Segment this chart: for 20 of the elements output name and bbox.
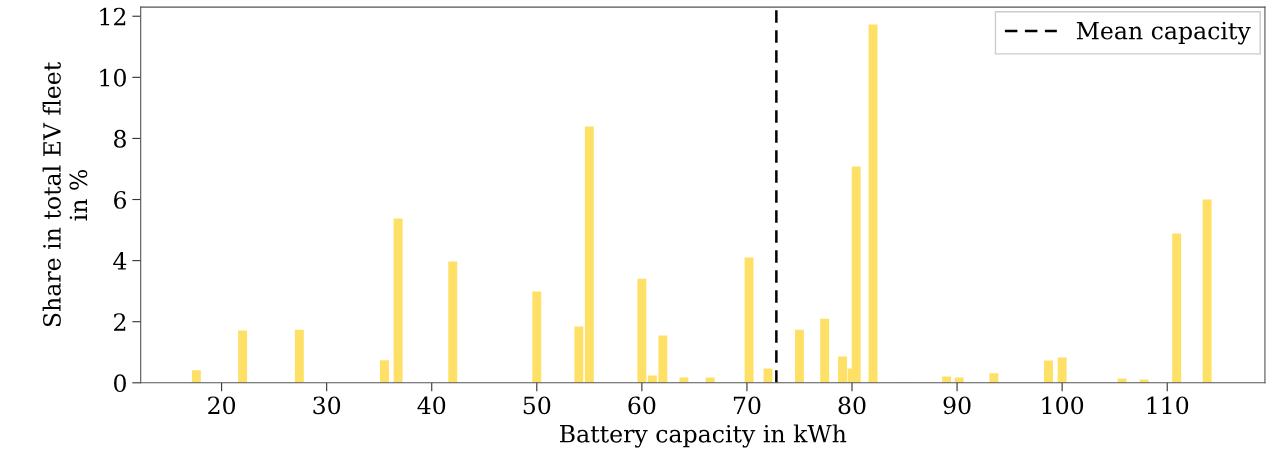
x-tick-label: 20	[208, 396, 236, 415]
x-tick-label: 60	[628, 396, 656, 415]
x-tick-label: 80	[838, 396, 866, 415]
x-tick-label: 100	[1042, 396, 1084, 415]
x-tick-label: 110	[1147, 396, 1189, 415]
x-tick-label: 70	[733, 396, 761, 415]
y-axis-title: Share in total EV fleet in %	[42, 61, 88, 327]
y-tick-label: 10	[100, 68, 126, 87]
y-tick-label: 2	[114, 313, 126, 331]
x-axis-title: Battery capacity in kWh	[560, 424, 847, 448]
x-tick-label: 50	[523, 396, 551, 415]
ref-line-label: Mean capacity	[1076, 21, 1251, 45]
y-tick-label: 8	[114, 129, 126, 148]
y-tick-label: 4	[113, 252, 127, 270]
x-tick-label: 90	[943, 396, 971, 415]
x-tick-label: 40	[417, 396, 446, 415]
y-tick-label: 6	[114, 190, 127, 209]
x-tick-label: 30	[313, 396, 341, 415]
y-tick-label: 12	[100, 7, 126, 26]
y-tick-label: 0	[114, 374, 126, 393]
